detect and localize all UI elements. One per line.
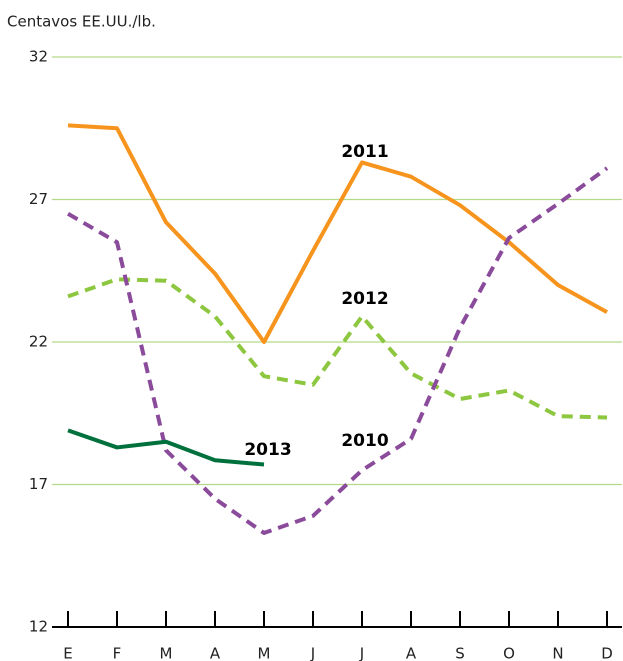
x-tick-label: J xyxy=(310,645,315,661)
series-label: 2012 xyxy=(341,289,388,309)
x-tick-label: O xyxy=(503,645,515,661)
x-tick-label: M xyxy=(258,645,271,661)
y-tick-label: 17 xyxy=(29,475,48,493)
x-tick-label: N xyxy=(552,645,563,661)
series-line xyxy=(67,123,608,344)
series-label: 2013 xyxy=(244,440,291,460)
x-tick-label: A xyxy=(210,645,221,661)
series-line xyxy=(66,166,609,535)
x-tick-label: F xyxy=(113,645,122,661)
y-tick-label: 27 xyxy=(29,190,48,208)
x-tick-label: S xyxy=(455,645,465,661)
x-tick-label: D xyxy=(601,645,613,661)
y-axis-label: Centavos EE.UU./lb. xyxy=(7,13,156,31)
series-line xyxy=(67,277,608,420)
y-tick-label: 22 xyxy=(29,333,48,351)
series-label: 2011 xyxy=(341,142,388,162)
y-tick-label: 32 xyxy=(29,48,48,66)
x-tick-label: M xyxy=(160,645,173,661)
series-line xyxy=(67,428,265,467)
x-tick-label: A xyxy=(406,645,417,661)
y-tick-label: 12 xyxy=(29,618,48,636)
x-tick-label: E xyxy=(63,645,72,661)
x-tick-label: J xyxy=(359,645,364,661)
series-label: 2010 xyxy=(341,431,388,451)
